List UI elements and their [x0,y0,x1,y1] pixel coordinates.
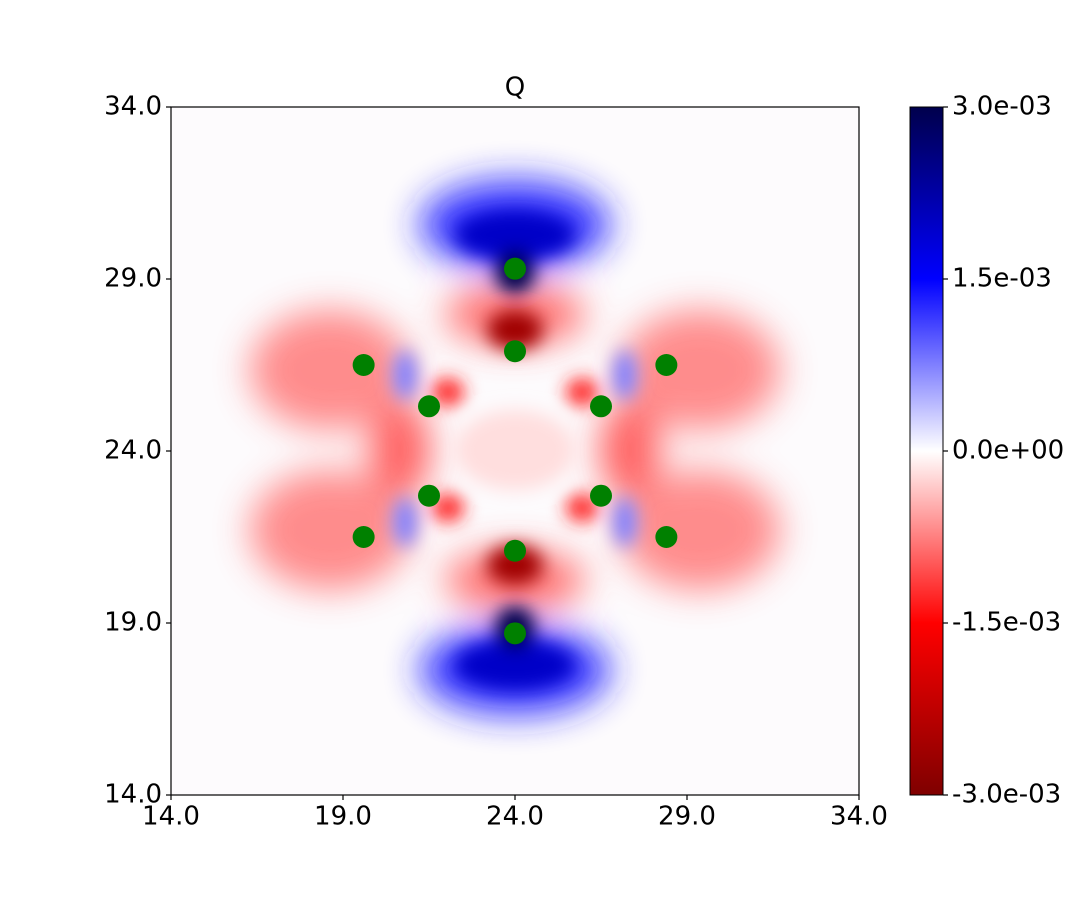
point [418,484,440,507]
point [504,539,526,562]
point [590,395,612,418]
point [590,484,612,507]
y-tick-label: 19.0 [104,608,162,638]
x-tick-label: 24.0 [486,802,544,832]
point [655,526,678,548]
y-tick-label: 14.0 [104,780,162,810]
colorbar-tick-label: -1.5e-03 [952,608,1061,638]
x-tick-label: 19.0 [314,802,372,832]
point [418,395,440,418]
heatmap [171,107,859,795]
x-tick-label: 34.0 [830,802,888,832]
point [352,526,375,548]
y-tick-label: 29.0 [104,264,162,294]
colorbar-tick-label: 0.0e+00 [952,436,1064,466]
colorbar [909,106,944,796]
point [504,622,526,645]
point [504,257,526,280]
y-tick-label: 34.0 [104,92,162,122]
chart-title: Q [505,73,525,103]
x-tick-label: 14.0 [142,802,200,832]
point [655,354,678,376]
y-tick-label: 24.0 [104,436,162,466]
colorbar-tick-label: 3.0e-03 [952,92,1052,122]
point [504,340,526,363]
colorbar-tick-label: 1.5e-03 [952,264,1052,294]
colorbar-tick-label: -3.0e-03 [952,780,1061,810]
point [352,354,375,376]
x-tick-label: 29.0 [658,802,716,832]
